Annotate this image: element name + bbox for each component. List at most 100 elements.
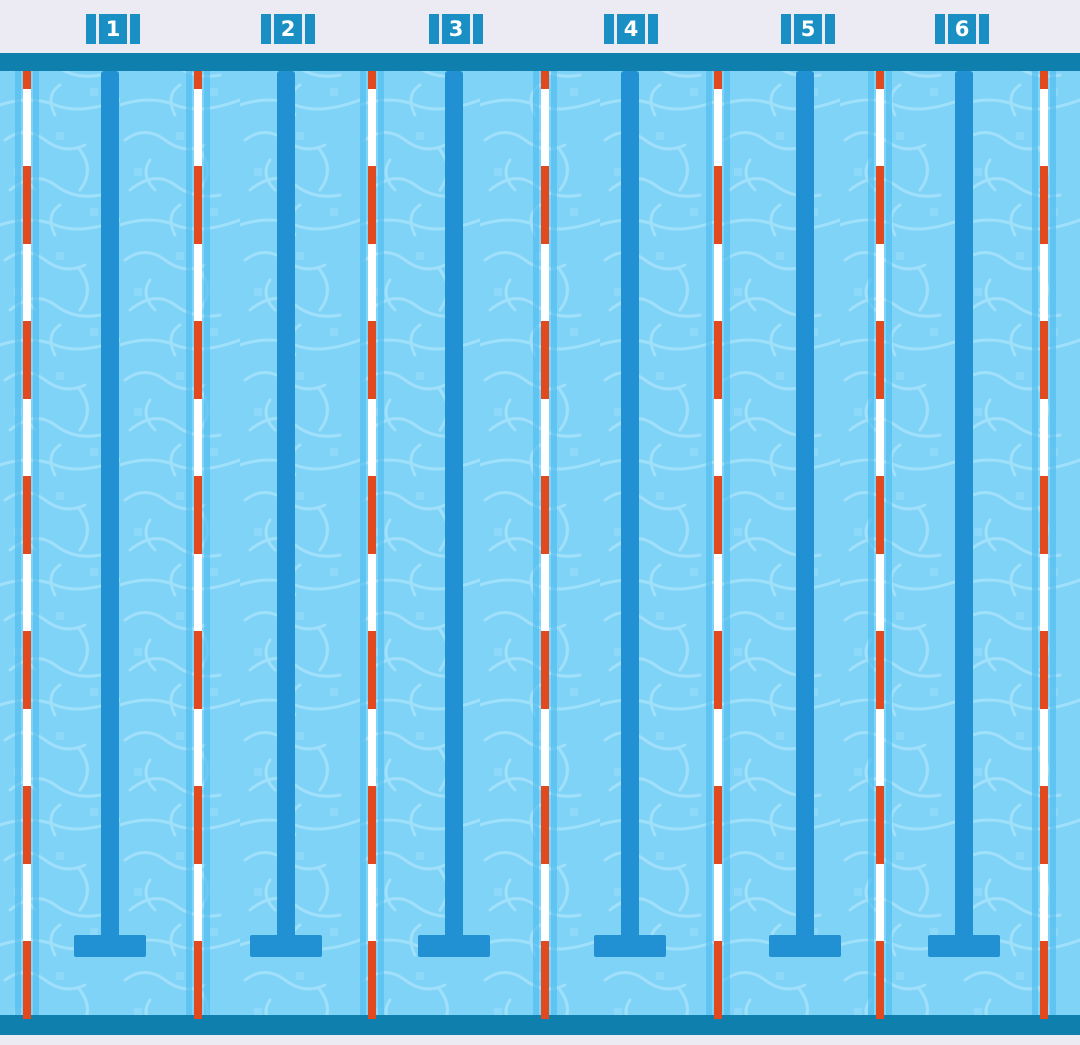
lane-rope-red-segment	[23, 71, 31, 89]
gutter-stripe	[868, 71, 874, 1015]
lane-rope-red-segment	[194, 786, 202, 864]
badge-divider	[645, 14, 648, 44]
gutter-stripe	[33, 71, 39, 1015]
lane-rope-red-segment	[541, 846, 549, 864]
lane-rope-red-segment	[714, 1001, 722, 1019]
pool-edge-top	[0, 53, 1080, 71]
badge-divider	[127, 14, 130, 44]
lane-rope-red-segment	[876, 536, 884, 554]
gutter-stripe	[15, 71, 21, 1015]
lane-rope-red-segment	[194, 846, 202, 864]
lane-rope-red-segment	[1040, 846, 1048, 864]
lane-number-label: 1	[105, 17, 121, 41]
lane-rope-red-segment	[876, 631, 884, 709]
lane-rope-red-segment	[876, 1001, 884, 1019]
lane-rope-red-segment	[541, 941, 549, 1019]
lane-rope-red-segment	[23, 166, 31, 244]
lane-rope-red-segment	[541, 71, 549, 89]
pool-deck-bottom	[0, 1035, 1080, 1045]
lane-rope-red-segment	[876, 846, 884, 864]
lane-rope-red-segment	[368, 691, 376, 709]
gutter-stripe	[551, 71, 557, 1015]
lane-line-1	[101, 71, 119, 939]
lane-rope-red-segment	[876, 226, 884, 244]
lane-rope-red-segment	[23, 846, 31, 864]
badge-divider	[945, 14, 948, 44]
lane-number-label: 5	[800, 17, 816, 41]
lane-rope-red-segment	[714, 166, 722, 244]
gutter-stripe	[1032, 71, 1038, 1015]
gutter-stripe	[360, 71, 366, 1015]
pool-water	[0, 70, 1080, 1015]
lane-rope-red-segment	[23, 321, 31, 399]
lane-rope-red-segment	[876, 476, 884, 554]
badge-divider	[271, 14, 274, 44]
lane-rope-red-segment	[1040, 381, 1048, 399]
gutter-stripe	[378, 71, 384, 1015]
lane-rope-red-segment	[714, 476, 722, 554]
lane-rope-red-segment	[541, 321, 549, 399]
badge-divider	[439, 14, 442, 44]
gutter-stripe	[186, 71, 192, 1015]
lane-rope-red-segment	[368, 846, 376, 864]
lane-rope-red-segment	[368, 226, 376, 244]
lane-rope-red-segment	[714, 846, 722, 864]
lane-line-end-4	[594, 935, 666, 957]
lane-number-2: 2	[257, 14, 319, 44]
lane-rope-red-segment	[368, 631, 376, 709]
lane-rope-red-segment	[23, 1001, 31, 1019]
lane-rope-red-segment	[194, 321, 202, 399]
badge-divider	[791, 14, 794, 44]
lane-rope-red-segment	[1040, 476, 1048, 554]
lane-number-label: 6	[954, 17, 970, 41]
lane-rope-red-segment	[541, 536, 549, 554]
lane-rope-red-segment	[876, 381, 884, 399]
gutter-stripe	[706, 71, 712, 1015]
lane-rope-red-segment	[714, 691, 722, 709]
lane-rope-red-segment	[876, 941, 884, 1019]
lane-line-5	[796, 71, 814, 939]
lane-rope-red-segment	[368, 536, 376, 554]
lane-rope-red-segment	[194, 1001, 202, 1019]
badge-divider	[470, 14, 473, 44]
lane-rope-red-segment	[368, 321, 376, 399]
lane-number-label: 2	[280, 17, 296, 41]
lane-rope-red-segment	[194, 536, 202, 554]
lane-rope-red-segment	[23, 691, 31, 709]
lane-rope-red-segment	[541, 1001, 549, 1019]
lane-rope-red-segment	[194, 71, 202, 89]
lane-rope-red-segment	[1040, 536, 1048, 554]
lane-rope-red-segment	[1040, 941, 1048, 1019]
lane-number-3: 3	[425, 14, 487, 44]
lane-rope-red-segment	[714, 321, 722, 399]
lane-rope-red-segment	[368, 476, 376, 554]
lane-rope-red-segment	[1040, 786, 1048, 864]
lane-number-label: 4	[623, 17, 639, 41]
lane-rope-red-segment	[876, 691, 884, 709]
gutter-stripe	[1050, 71, 1056, 1015]
badge-divider	[976, 14, 979, 44]
lane-number-6: 6	[931, 14, 993, 44]
lane-rope-red-segment	[194, 381, 202, 399]
lane-rope-red-segment	[368, 166, 376, 244]
gutter-stripe	[533, 71, 539, 1015]
lane-rope-red-segment	[368, 71, 376, 89]
lane-rope-red-segment	[876, 71, 884, 89]
lane-rope-red-segment	[541, 166, 549, 244]
lane-rope-red-segment	[194, 631, 202, 709]
lane-rope-red-segment	[1040, 691, 1048, 709]
lane-rope-red-segment	[23, 536, 31, 554]
lane-rope-red-segment	[1040, 321, 1048, 399]
lane-line-4	[621, 71, 639, 939]
lane-rope-red-segment	[1040, 1001, 1048, 1019]
lane-rope-red-segment	[714, 226, 722, 244]
lane-rope-red-segment	[876, 321, 884, 399]
lane-line-6	[955, 71, 973, 939]
lane-rope-red-segment	[368, 381, 376, 399]
badge-divider	[302, 14, 305, 44]
lane-rope-red-segment	[23, 631, 31, 709]
lane-rope-red-segment	[541, 381, 549, 399]
lane-rope-red-segment	[368, 1001, 376, 1019]
